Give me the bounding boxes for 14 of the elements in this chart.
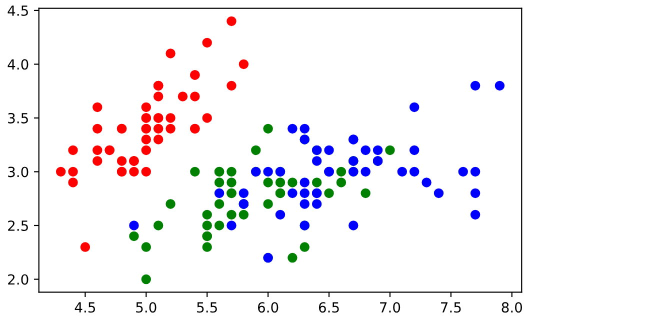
x-tick-label: 8.0 bbox=[502, 302, 522, 313]
y-tick-label: 2.5 bbox=[8, 220, 28, 231]
y-tick-label: 4.0 bbox=[8, 59, 28, 70]
y-tick-label: 3.5 bbox=[8, 112, 28, 124]
x-tick-label: 7.0 bbox=[380, 302, 400, 313]
x-tick-label: 5.5 bbox=[197, 302, 217, 313]
y-tick-label: 3.0 bbox=[8, 166, 28, 178]
x-tick-label: 6.5 bbox=[318, 302, 339, 313]
x-tick-label: 5.0 bbox=[136, 302, 156, 313]
x-tick-label: 7.5 bbox=[441, 302, 461, 313]
x-tick-label: 6.0 bbox=[258, 302, 278, 313]
x-tick-label: 4.5 bbox=[74, 302, 96, 313]
y-tick-label: 4.5 bbox=[8, 6, 28, 16]
y-tick-label: 2.0 bbox=[8, 274, 28, 285]
